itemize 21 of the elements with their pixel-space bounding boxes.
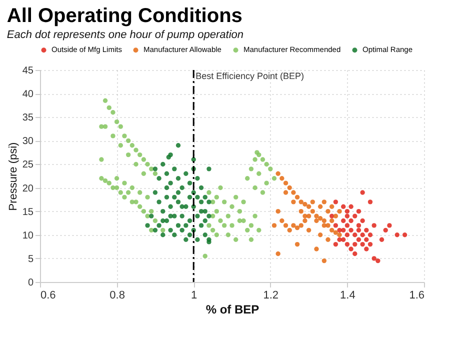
y-tick-label: 10: [22, 230, 34, 242]
y-tick-label: 45: [22, 66, 34, 76]
y-tick-label: 5: [28, 254, 34, 265]
y-tick-label: 25: [22, 160, 34, 171]
x-tick-label: 1: [191, 290, 198, 302]
y-axis-title: Pressure (psi): [7, 142, 20, 211]
y-tick-label: 35: [22, 112, 34, 124]
x-tick-label: 1.6: [409, 290, 424, 302]
y-tick-label: 15: [22, 206, 34, 218]
ref-line-label: Best Efficiency Point (BEP): [196, 71, 304, 81]
y-tick-label: 40: [22, 89, 34, 100]
chart-title: All Operating Conditions: [6, 5, 242, 27]
x-tick-label: 1.2: [263, 290, 279, 302]
y-tick-label: 20: [22, 183, 34, 194]
x-tick-label: 1.4: [340, 290, 356, 302]
x-tick-label: 0.8: [110, 290, 125, 302]
x-axis-title: % of BEP: [206, 302, 260, 316]
x-tick-label: 0.6: [40, 290, 56, 302]
y-tick-label: 30: [22, 136, 34, 148]
chart-subtitle: Each dot represents one hour of pump operation: [6, 29, 244, 41]
y-tick-label: 0: [28, 278, 34, 288]
